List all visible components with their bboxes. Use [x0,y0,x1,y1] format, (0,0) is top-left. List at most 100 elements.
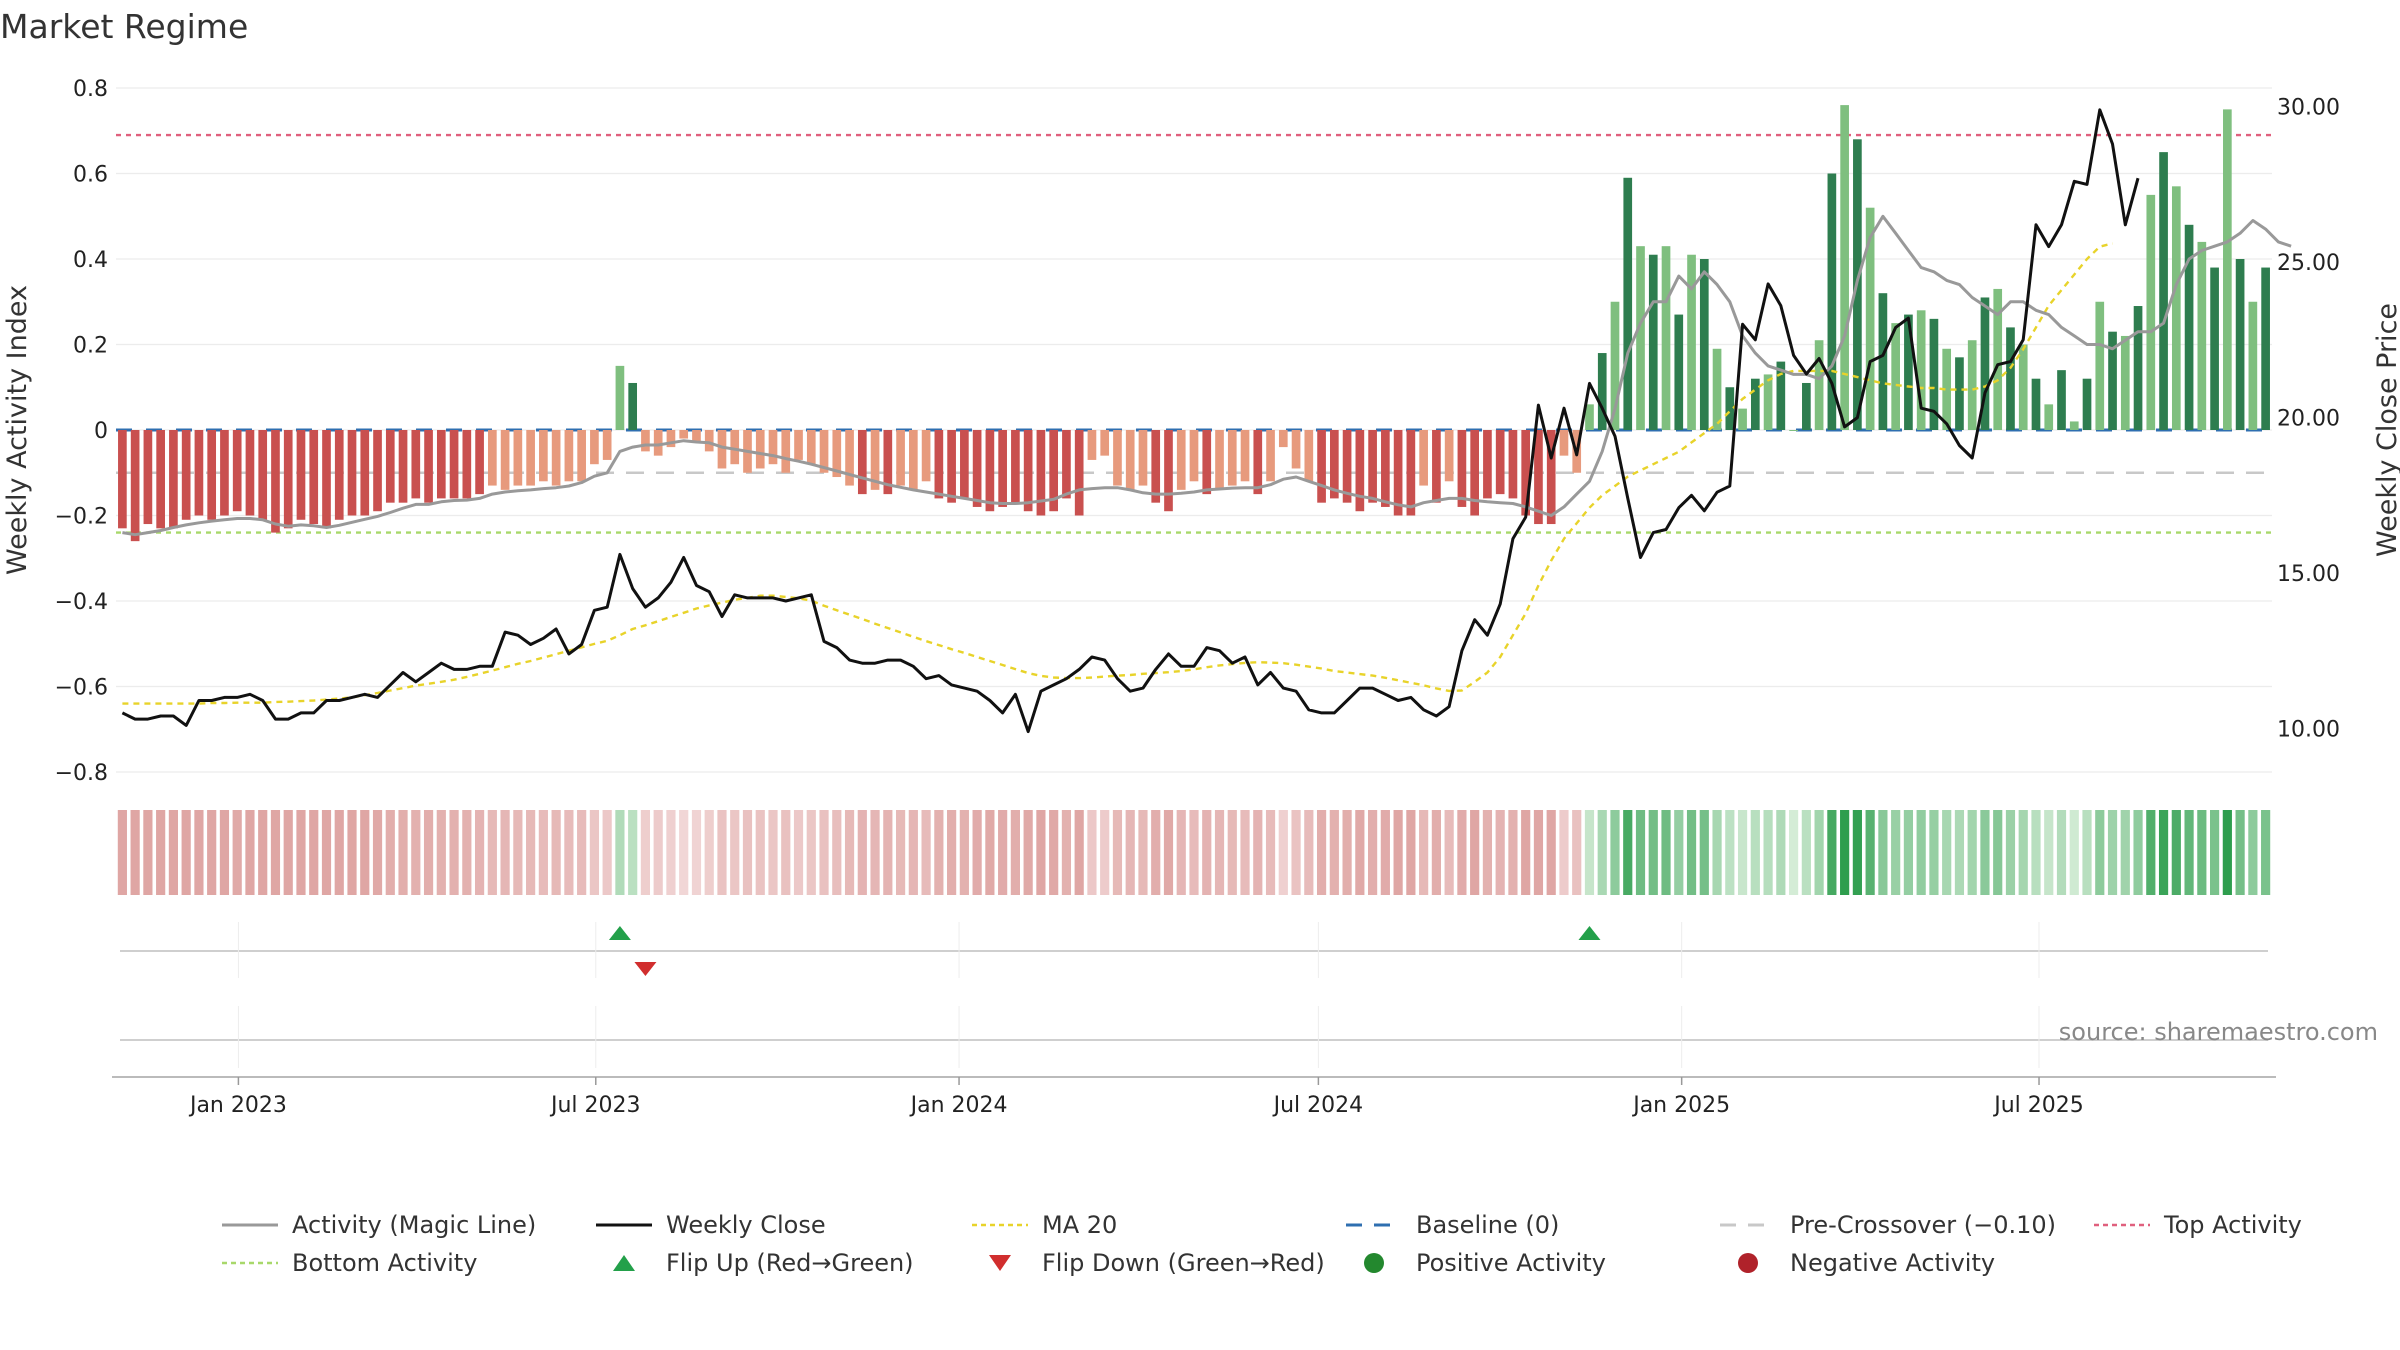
activity-bar [1342,430,1352,503]
regime-cell [372,810,383,895]
regime-cell [870,810,880,895]
activity-bar [551,430,561,486]
activity-bar [1980,297,1990,430]
regime-cell [258,810,268,895]
regime-cell [717,810,727,895]
activity-bar [1381,430,1390,507]
regime-cell [1699,810,1709,895]
regime-cell [781,810,791,895]
activity-bar [1993,288,2003,430]
activity-bar [130,430,140,542]
activity-bar [1585,404,1594,430]
activity-bar [2261,267,2270,430]
activity-bar [2248,301,2258,430]
regime-cell [1291,810,1301,895]
activity-bar [2197,241,2207,430]
activity-bar [475,430,484,495]
regime-cell [2197,810,2207,895]
regime-cell [602,810,612,895]
activity-bar [1802,382,1811,430]
activity-bar [1368,430,1377,503]
activity-bar [1291,430,1301,469]
regime-cell [589,810,599,895]
y-right-tick-label: 20.00 [2277,407,2340,432]
regime-cell [283,810,293,895]
regime-cell [1521,810,1531,895]
regime-cell [1406,810,1416,895]
activity-bar [1406,430,1416,516]
activity-bar [1840,105,1849,430]
activity-bar [883,430,893,495]
regime-cell [436,810,446,895]
regime-cell [270,810,281,895]
regime-cell [347,810,357,895]
regime-cell [768,810,778,895]
regime-cell [309,810,319,895]
regime-cell [1776,810,1786,895]
regime-cell [487,810,497,895]
activity-bar [385,430,395,503]
regime-cell [2005,810,2016,895]
activity-bar [1419,430,1428,486]
activity-bar [1062,430,1071,499]
y-left-tick-label: −0.2 [55,505,108,530]
activity-bar [2210,267,2219,430]
regime-cell [500,810,510,895]
activity-bar [590,430,599,465]
activity-bar [462,430,472,499]
regime-cell [564,810,574,895]
activity-bar [577,430,586,482]
activity-bar [1457,430,1467,507]
y-left-tick-label: −0.4 [55,590,108,615]
y-right-tick-label: 15.00 [2277,562,2340,587]
regime-cell [1801,810,1811,895]
regime-cell [704,810,714,895]
activity-bar [1712,348,1722,430]
y-left-tick-label: 0.8 [73,77,108,102]
activity-bar [564,430,574,482]
regime-cell [1674,810,1684,895]
activity-bar [998,430,1007,507]
activity-bar [1329,430,1339,499]
y-left-tick-label: 0.4 [73,248,108,273]
regime-cell [1431,810,1441,895]
activity-bar [641,430,650,452]
activity-bar [118,430,127,529]
x-tick-label: Jan 2025 [1631,1093,1730,1118]
activity-bar [398,430,408,503]
y-left-tick-label: −0.8 [55,761,108,786]
legend-label: Negative Activity [1790,1249,1995,1277]
activity-bar [245,430,255,516]
activity-bar [1304,430,1314,482]
regime-cell [1737,810,1748,895]
activity-bar [960,430,969,499]
regime-cell [1661,810,1671,895]
regime-cell [1789,810,1799,895]
y-right-tick-label: 30.00 [2277,96,2340,121]
regime-cell [1916,810,1926,895]
activity-bar [845,430,854,486]
regime-cell [730,810,740,895]
activity-bar [1023,430,1033,512]
activity-bar [1687,254,1696,430]
regime-cell [334,810,344,895]
activity-bar [347,430,357,516]
x-tick-label: Jan 2023 [188,1093,287,1118]
activity-bar [207,430,217,520]
x-tick-label: Jul 2025 [1992,1093,2084,1118]
activity-bar [921,430,931,482]
activity-bar [1776,361,1786,430]
activity-bar [615,365,625,430]
regime-cell [2184,810,2194,895]
regime-cell [832,810,842,895]
regime-cell [1444,810,1454,895]
regime-cell [1253,810,1263,895]
activity-bar [1559,430,1569,456]
weekly-close-line [121,108,2140,734]
regime-cell [207,810,217,895]
regime-cell [1967,810,1977,895]
regime-cell [1482,810,1493,895]
activity-bar [1483,430,1492,499]
regime-cell [1329,810,1339,895]
activity-bar [870,430,880,490]
